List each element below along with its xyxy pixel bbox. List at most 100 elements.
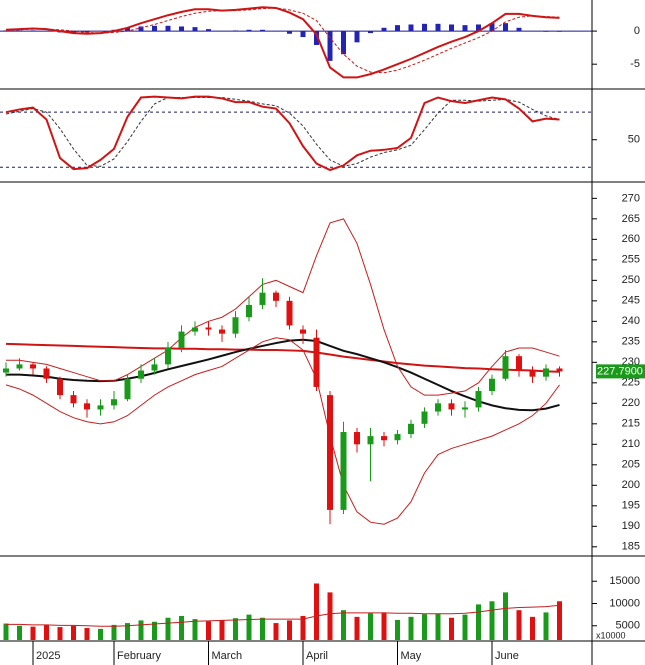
x-tick-label: 2025 bbox=[36, 650, 60, 662]
volume-bar bbox=[516, 610, 522, 640]
volume-bar bbox=[165, 617, 171, 640]
histogram-bar bbox=[341, 31, 346, 55]
candle-body bbox=[475, 391, 482, 408]
y-tick-label: 265 bbox=[622, 213, 640, 225]
signal-line bbox=[5, 7, 560, 74]
histogram-bar bbox=[125, 27, 130, 32]
x-tick-label: February bbox=[117, 650, 162, 662]
volume-bar bbox=[287, 620, 292, 640]
candle-body bbox=[354, 432, 360, 445]
histogram-bar bbox=[354, 31, 360, 43]
candle-body bbox=[84, 403, 90, 410]
volume-bar bbox=[314, 583, 319, 640]
volume-bar bbox=[152, 621, 157, 640]
histogram-bar bbox=[395, 25, 400, 32]
last-price-box bbox=[596, 364, 645, 379]
candle-body bbox=[246, 304, 252, 318]
y-tick-label: 200 bbox=[622, 479, 640, 491]
histogram-bar bbox=[260, 29, 265, 32]
histogram-bar bbox=[327, 31, 333, 61]
last-price-label: 227.7900 bbox=[597, 365, 643, 377]
candle-body bbox=[556, 368, 563, 372]
stoch-d-line bbox=[5, 97, 560, 167]
volume-bar bbox=[138, 620, 144, 640]
histogram-bar bbox=[503, 23, 508, 32]
candle-body bbox=[367, 436, 374, 445]
candle-body bbox=[286, 300, 293, 326]
histogram-bar bbox=[165, 25, 171, 32]
histogram-bar bbox=[381, 27, 387, 32]
volume-bar bbox=[17, 625, 22, 640]
volume-bar bbox=[462, 614, 468, 640]
candle-body bbox=[462, 407, 468, 410]
candle-body bbox=[30, 364, 36, 369]
candle-body bbox=[421, 411, 428, 424]
volume-bar bbox=[395, 619, 400, 640]
volume-bar bbox=[368, 613, 373, 640]
volume-bar bbox=[206, 621, 211, 640]
candle-body bbox=[300, 329, 306, 334]
volume-bar bbox=[246, 614, 252, 640]
y-tick-label: 240 bbox=[622, 315, 640, 327]
histogram-bar bbox=[489, 23, 495, 32]
y-tick-label: 220 bbox=[622, 397, 640, 409]
histogram-bar bbox=[435, 23, 441, 32]
histogram-bar bbox=[17, 30, 22, 32]
histogram-bar bbox=[3, 30, 9, 32]
overlay-line bbox=[6, 338, 560, 412]
volume-bar bbox=[219, 619, 225, 640]
histogram-bar bbox=[246, 29, 252, 32]
histogram-bar bbox=[84, 31, 90, 33]
volume-bar bbox=[422, 614, 427, 640]
y-tick-label: -5 bbox=[630, 58, 640, 70]
candle-body bbox=[124, 378, 131, 400]
y-tick-label: 50 bbox=[628, 134, 640, 146]
candle-body bbox=[516, 356, 522, 371]
candle-body bbox=[381, 436, 387, 441]
candle-body bbox=[43, 368, 50, 379]
y-tick-label: 215 bbox=[622, 418, 640, 430]
volume-bar bbox=[233, 618, 238, 640]
volume-bar bbox=[449, 617, 454, 640]
volume-bar bbox=[530, 616, 535, 640]
histogram-bar bbox=[422, 23, 427, 32]
volume-bar bbox=[327, 592, 333, 640]
volume-bar bbox=[557, 601, 562, 640]
candle-body bbox=[151, 364, 158, 371]
volume-bar bbox=[30, 626, 36, 640]
stoch-k-line bbox=[5, 95, 560, 172]
y-tick-label: 10000 bbox=[609, 597, 640, 609]
candle-body bbox=[313, 337, 320, 387]
candle-body bbox=[165, 347, 171, 365]
volume-bar bbox=[408, 616, 414, 640]
histogram-bar bbox=[476, 24, 481, 32]
candle-body bbox=[97, 405, 104, 410]
candle-body bbox=[138, 370, 144, 379]
volume-bar bbox=[354, 616, 360, 640]
candle-body bbox=[543, 368, 549, 377]
volume-bar bbox=[179, 615, 184, 640]
volume-bar bbox=[98, 628, 103, 640]
histogram-bar bbox=[192, 27, 198, 32]
histogram-bar bbox=[287, 31, 292, 34]
y-tick-label: 190 bbox=[622, 520, 640, 532]
volume-bar bbox=[3, 623, 9, 640]
volume-bar bbox=[44, 624, 49, 640]
candle-body bbox=[448, 403, 455, 410]
overlay-line bbox=[5, 342, 560, 373]
histogram-bar bbox=[314, 31, 319, 45]
volume-bar bbox=[300, 615, 306, 640]
candle-body bbox=[205, 327, 212, 330]
volume-bar bbox=[192, 619, 198, 640]
y-tick-label: 225 bbox=[622, 377, 640, 389]
x-tick-label: March bbox=[212, 650, 243, 662]
volume-bar bbox=[84, 627, 90, 640]
histogram-bar bbox=[179, 26, 184, 32]
volume-bar bbox=[125, 623, 130, 640]
volume-bar bbox=[381, 612, 387, 640]
candle-body bbox=[340, 432, 347, 510]
y-tick-label: 195 bbox=[622, 500, 640, 512]
y-tick-label: 5000 bbox=[616, 620, 640, 632]
volume-bar bbox=[341, 610, 346, 640]
